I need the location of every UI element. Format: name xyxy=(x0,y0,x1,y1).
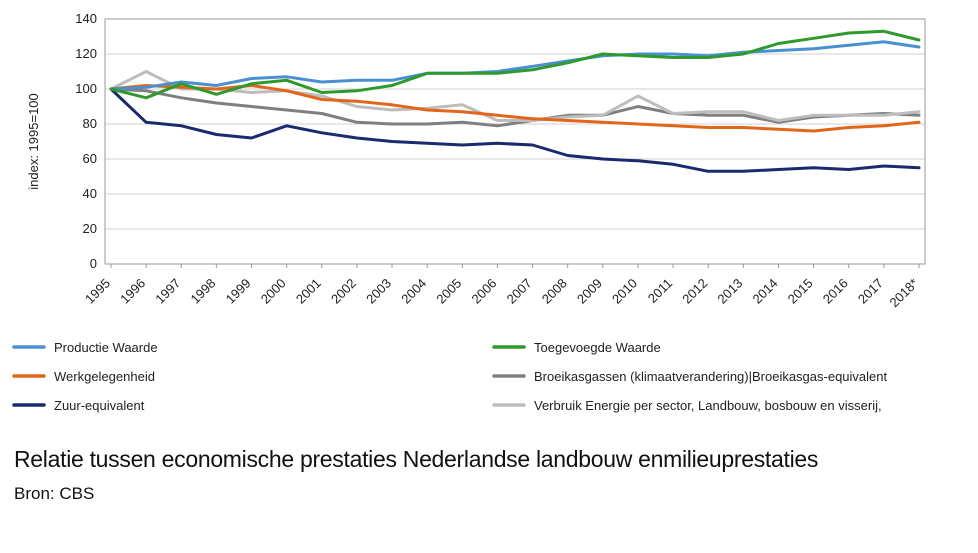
x-tick-label: 2002 xyxy=(328,276,359,307)
x-tick-label: 2001 xyxy=(293,276,324,307)
x-tick-label: 2005 xyxy=(433,276,464,307)
x-tick-label: 2011 xyxy=(645,276,675,306)
legend-label: Zuur-equivalent xyxy=(54,398,145,413)
x-tick-label: 2006 xyxy=(468,276,499,307)
y-axis-label: index: 1995=100 xyxy=(26,93,41,190)
legend-label: Werkgelegenheid xyxy=(54,369,155,384)
legend-label: Verbruik Energie per sector, Landbouw, b… xyxy=(534,398,882,413)
y-tick-label: 120 xyxy=(75,46,97,61)
y-tick-label: 100 xyxy=(75,81,97,96)
x-tick-labels: 1995 1996 1997 1998 1999 2000 2001 2002 2003 2004… xyxy=(82,276,921,311)
caption-title: Relatie tussen economische prestaties Ne… xyxy=(14,446,819,472)
x-tick-label: 2010 xyxy=(609,276,640,307)
legend-label: Broeikasgassen (klimaatverandering)|Broe… xyxy=(534,369,888,384)
plot-frame xyxy=(104,18,926,265)
x-tick-label: 2014 xyxy=(750,276,781,307)
caption-source: Bron: CBS xyxy=(14,484,95,503)
y-tick-label: 60 xyxy=(83,151,97,166)
x-tick-label: 2009 xyxy=(574,276,605,307)
x-tick-label: 2004 xyxy=(398,276,429,307)
x-tick-label: 1998 xyxy=(187,276,218,307)
y-tick-labels: 0 20 40 60 80 100 120 140 xyxy=(75,11,97,271)
series-lines xyxy=(109,29,921,173)
axes xyxy=(104,18,926,268)
series-line-1 xyxy=(109,29,921,100)
series-line-5 xyxy=(109,70,921,122)
legend: Productie Waarde Toegevoegde Waarde Werkge… xyxy=(12,340,888,413)
x-tick-label: 2013 xyxy=(714,276,745,307)
y-tick-label: 20 xyxy=(83,221,97,236)
series-line-3 xyxy=(109,87,921,128)
x-tick-label: 1997 xyxy=(152,276,183,307)
x-tick-label: 2018* xyxy=(886,276,921,311)
gridlines xyxy=(105,18,925,265)
y-tick-label: 80 xyxy=(83,116,97,131)
x-tick-label: 2007 xyxy=(504,276,535,307)
x-tick-label: 2012 xyxy=(679,276,710,307)
x-tick-label: 1995 xyxy=(82,276,113,307)
legend-label: Toegevoegde Waarde xyxy=(534,340,661,355)
x-tick-label: 1996 xyxy=(117,276,148,307)
x-tick-label: 2017 xyxy=(855,276,886,307)
x-tick-label: 2000 xyxy=(258,276,289,307)
y-tick-label: 0 xyxy=(90,256,97,271)
x-tick-label: 2008 xyxy=(539,276,570,307)
y-tick-label: 140 xyxy=(75,11,97,26)
x-tick-label: 1999 xyxy=(223,276,254,307)
y-tick-label: 40 xyxy=(83,186,97,201)
x-tick-label: 2016 xyxy=(820,276,851,307)
x-tick-label: 2015 xyxy=(785,276,816,307)
series-line-0 xyxy=(109,40,921,91)
x-tick-label: 2003 xyxy=(363,276,394,307)
series-line-4 xyxy=(109,87,921,173)
legend-label: Productie Waarde xyxy=(54,340,158,355)
